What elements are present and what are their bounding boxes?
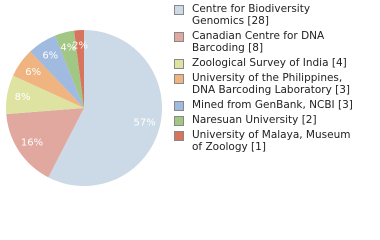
legend-swatch <box>174 32 184 42</box>
legend-item: University of Malaya, Museum of Zoology … <box>174 129 374 153</box>
legend-item: University of the Philippines, DNA Barco… <box>174 72 374 96</box>
legend-label: Centre for Biodiversity Genomics [28] <box>192 3 311 27</box>
legend-swatch <box>174 5 184 15</box>
slice-label: 4% <box>60 43 76 54</box>
pie-slice <box>55 30 84 108</box>
legend-label: Naresuan University [2] <box>192 114 317 126</box>
slice-label: 6% <box>42 51 58 62</box>
legend: Centre for Biodiversity Genomics [28] Can… <box>174 3 374 156</box>
pie-slice <box>74 30 84 108</box>
pie-slice <box>5 75 84 115</box>
legend-label: Canadian Centre for DNA Barcoding [8] <box>192 30 325 54</box>
slice-label: 8% <box>15 92 31 103</box>
legend-item: Zoological Survey of India [4] <box>174 57 374 69</box>
legend-swatch <box>174 131 184 141</box>
pie-slice <box>48 30 162 187</box>
legend-item: Mined from GenBank, NCBI [3] <box>174 99 374 111</box>
legend-label: University of the Philippines, DNA Barco… <box>192 72 351 96</box>
legend-item: Centre for Biodiversity Genomics [28] <box>174 3 374 27</box>
legend-item: Canadian Centre for DNA Barcoding [8] <box>174 30 374 54</box>
pie-slice <box>13 51 84 108</box>
slice-label: 57% <box>134 118 156 129</box>
legend-swatch <box>174 59 184 69</box>
pie-slice <box>6 108 84 178</box>
legend-swatch <box>174 101 184 111</box>
legend-swatch <box>174 74 184 84</box>
legend-item: Naresuan University [2] <box>174 114 374 126</box>
legend-label: Zoological Survey of India [4] <box>192 57 347 69</box>
pie-slice <box>30 35 85 109</box>
legend-swatch <box>174 116 184 126</box>
slice-label: 16% <box>21 138 43 149</box>
legend-label: University of Malaya, Museum of Zoology … <box>192 129 351 153</box>
slice-label: 6% <box>25 67 41 78</box>
legend-label: Mined from GenBank, NCBI [3] <box>192 99 353 111</box>
slice-label: 2% <box>72 41 88 52</box>
